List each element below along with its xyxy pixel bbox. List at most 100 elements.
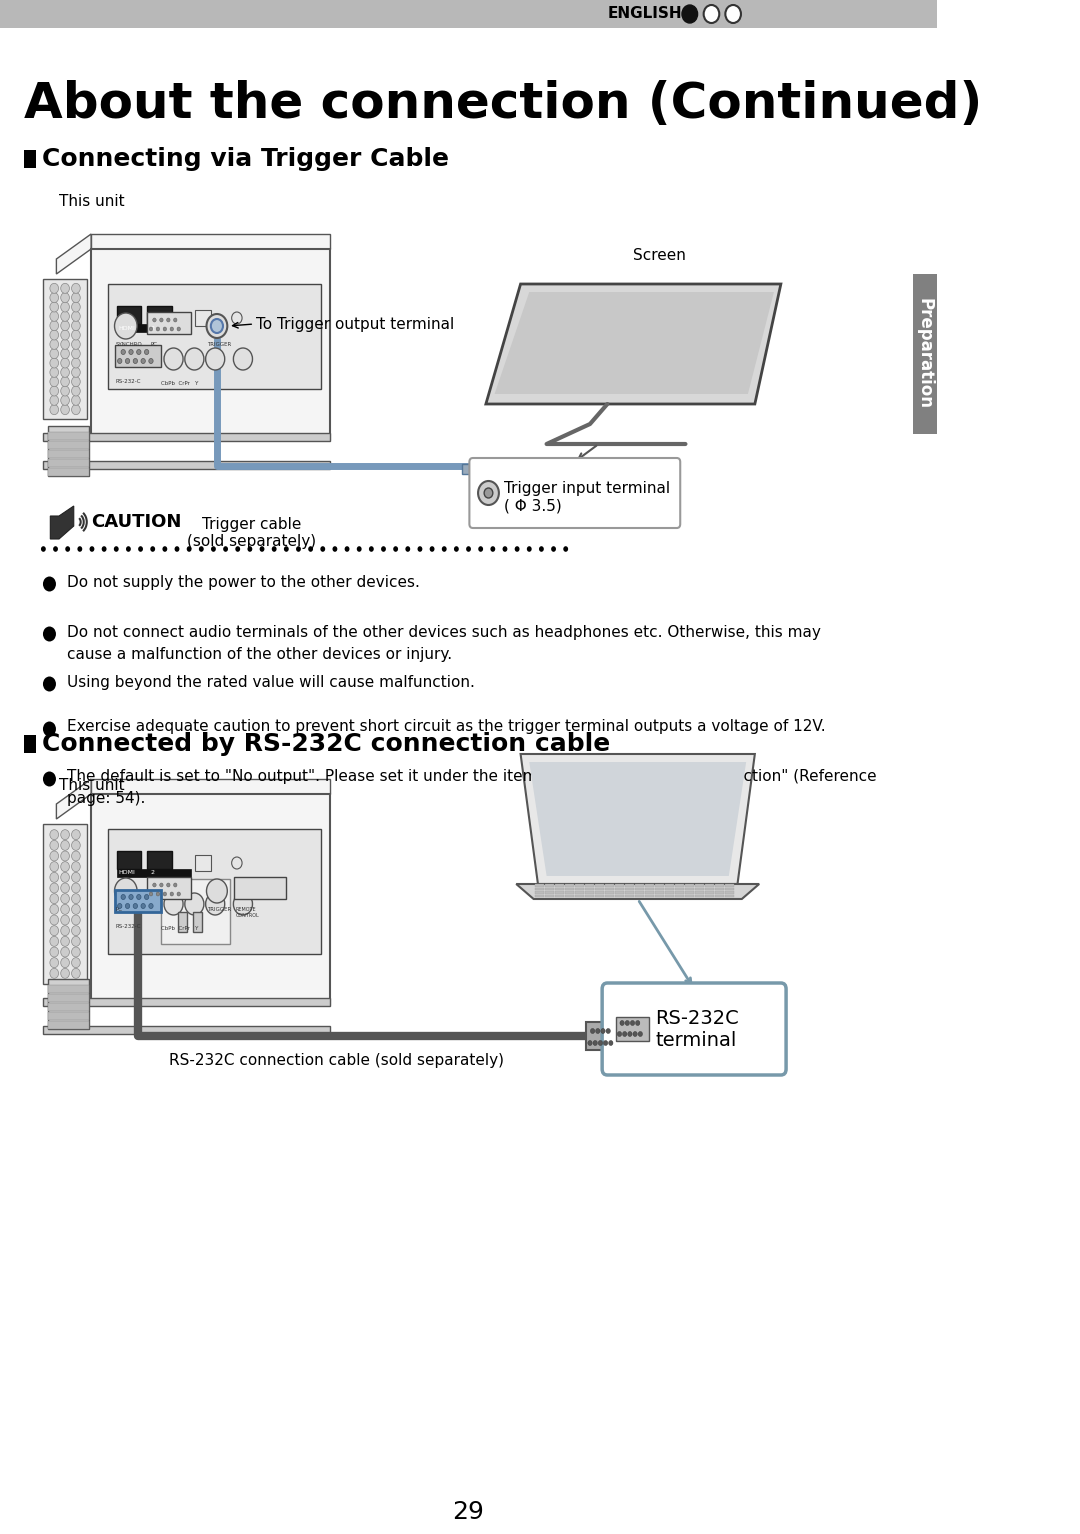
Circle shape <box>53 546 58 552</box>
Circle shape <box>129 894 133 899</box>
FancyBboxPatch shape <box>470 459 680 528</box>
Circle shape <box>356 546 362 552</box>
Bar <box>48 985 90 992</box>
Bar <box>656 888 664 890</box>
Circle shape <box>638 1031 643 1037</box>
Circle shape <box>60 894 69 904</box>
Circle shape <box>539 546 544 552</box>
Circle shape <box>137 350 141 354</box>
Circle shape <box>43 626 56 641</box>
Circle shape <box>71 330 80 341</box>
Text: RS-232-C: RS-232-C <box>116 379 140 384</box>
Circle shape <box>50 284 58 293</box>
Circle shape <box>50 946 58 957</box>
Bar <box>193 913 202 933</box>
Circle shape <box>71 851 80 861</box>
Circle shape <box>627 1031 632 1037</box>
Text: RS-232C: RS-232C <box>656 1009 739 1028</box>
Circle shape <box>50 914 58 925</box>
Circle shape <box>483 466 488 472</box>
Bar <box>116 890 161 913</box>
Circle shape <box>296 546 301 552</box>
Circle shape <box>591 1028 595 1034</box>
Circle shape <box>166 318 170 322</box>
Circle shape <box>50 936 58 946</box>
Circle shape <box>60 841 69 850</box>
Circle shape <box>593 1040 597 1046</box>
Circle shape <box>187 546 191 552</box>
Circle shape <box>604 1040 608 1046</box>
Circle shape <box>60 367 69 377</box>
Text: PC: PC <box>116 907 122 913</box>
Polygon shape <box>56 779 91 819</box>
Bar <box>161 879 230 943</box>
Bar <box>178 913 187 933</box>
Circle shape <box>71 884 80 893</box>
Bar <box>635 891 644 893</box>
Bar <box>536 884 544 887</box>
Text: Using beyond the rated value will cause malfunction.: Using beyond the rated value will cause … <box>67 675 475 689</box>
Circle shape <box>418 546 422 552</box>
Bar <box>616 894 624 897</box>
Bar <box>48 994 90 1002</box>
Bar <box>635 894 644 897</box>
Bar <box>116 345 161 367</box>
Bar <box>48 440 90 449</box>
Circle shape <box>206 314 227 337</box>
Circle shape <box>50 330 58 341</box>
Circle shape <box>430 546 434 552</box>
Circle shape <box>41 546 45 552</box>
Bar <box>595 888 604 890</box>
Bar <box>576 894 584 897</box>
Polygon shape <box>529 762 746 876</box>
Text: cause a malfunction of the other devices or injury.: cause a malfunction of the other devices… <box>67 646 451 661</box>
Circle shape <box>43 577 56 592</box>
Text: RS-232C connection cable (sold separately): RS-232C connection cable (sold separatel… <box>170 1054 504 1069</box>
Circle shape <box>71 293 80 302</box>
Circle shape <box>618 1031 622 1037</box>
Circle shape <box>43 676 56 692</box>
Circle shape <box>284 546 288 552</box>
Circle shape <box>150 546 156 552</box>
Circle shape <box>71 862 80 871</box>
Circle shape <box>205 893 225 914</box>
Circle shape <box>121 894 125 899</box>
Circle shape <box>60 905 69 914</box>
Circle shape <box>164 348 184 370</box>
Bar <box>725 888 733 890</box>
Bar <box>685 884 693 887</box>
Circle shape <box>502 546 508 552</box>
Circle shape <box>71 321 80 331</box>
Bar <box>565 894 573 897</box>
Circle shape <box>71 387 80 396</box>
Circle shape <box>145 350 149 354</box>
Bar <box>585 1022 616 1049</box>
Circle shape <box>152 884 157 887</box>
Circle shape <box>160 318 163 322</box>
Bar <box>685 888 693 890</box>
Circle shape <box>50 968 58 979</box>
Bar <box>48 1003 90 1011</box>
Circle shape <box>157 891 160 896</box>
Polygon shape <box>495 291 774 394</box>
Circle shape <box>65 546 70 552</box>
Bar <box>108 284 321 390</box>
Bar <box>675 894 684 897</box>
Circle shape <box>71 830 80 839</box>
Circle shape <box>726 5 741 23</box>
Text: Trigger input terminal: Trigger input terminal <box>504 480 671 495</box>
Circle shape <box>71 348 80 359</box>
Bar <box>656 884 664 887</box>
Bar <box>555 884 564 887</box>
Text: Connected by RS-232C connection cable: Connected by RS-232C connection cable <box>42 732 610 756</box>
Circle shape <box>609 1040 613 1046</box>
Circle shape <box>233 348 253 370</box>
Bar <box>48 459 90 466</box>
Bar <box>91 249 329 439</box>
Circle shape <box>149 359 153 364</box>
Text: ENGLISH: ENGLISH <box>607 6 681 21</box>
Text: TRIGGER: TRIGGER <box>207 342 231 347</box>
Circle shape <box>129 350 133 354</box>
Circle shape <box>631 1020 635 1026</box>
Circle shape <box>333 546 337 552</box>
